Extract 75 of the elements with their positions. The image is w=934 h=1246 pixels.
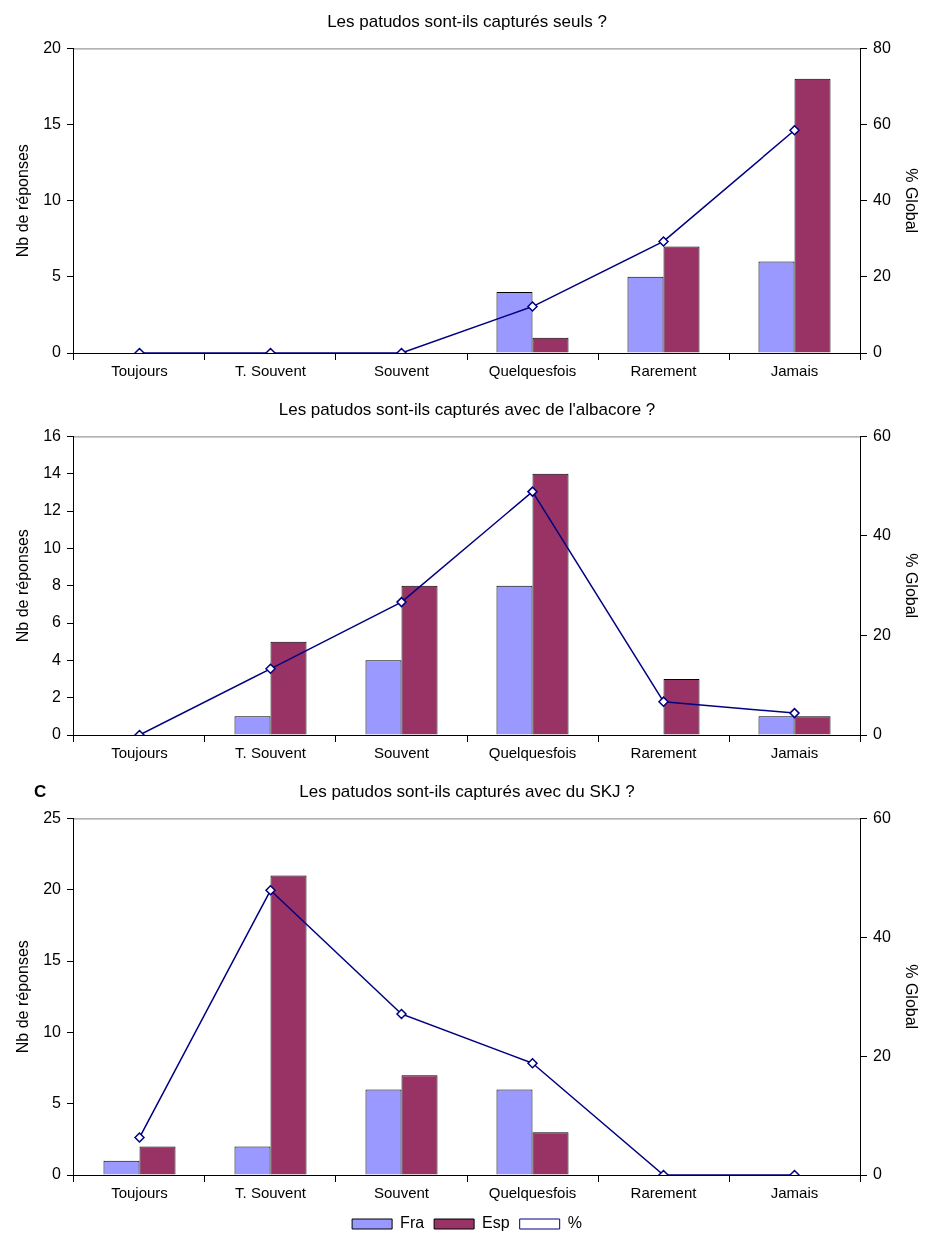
point <box>265 663 276 675</box>
point <box>527 1058 538 1069</box>
chart-title: Les patudos sont-ils capturés avec de l'albacore ? <box>278 399 656 419</box>
y-tick-label: 0 <box>52 725 62 743</box>
y-tick-label: 2 <box>52 688 62 706</box>
x-tick-label: Toujours <box>111 1184 168 1202</box>
x-tick-label: Toujours <box>111 362 168 380</box>
y-tick-label: 25 <box>43 808 62 826</box>
y2-tick-label: 0 <box>873 1165 882 1183</box>
y-tick-label: 6 <box>52 613 62 631</box>
x-tick-label: Jamais <box>770 362 819 380</box>
y-tick-label: 4 <box>52 650 62 668</box>
legend-label: % <box>567 1214 582 1232</box>
point <box>396 596 407 608</box>
y2-tick-label: 60 <box>873 808 891 826</box>
y-tick-label: 10 <box>43 1022 62 1040</box>
y-tick-label: 0 <box>52 1165 62 1183</box>
point <box>658 696 669 707</box>
x-tick-label: Jamais <box>770 1184 819 1202</box>
y-tick-label: 15 <box>43 951 62 969</box>
x-tick-label: Rarement <box>630 1184 698 1202</box>
point <box>789 125 800 136</box>
y2-tick-label: 20 <box>873 1046 891 1064</box>
y2-axis-title: % Global <box>902 553 920 619</box>
x-tick-label: Souvent <box>373 362 430 380</box>
point <box>396 1008 407 1020</box>
y-tick-label: 10 <box>43 538 62 556</box>
y2-tick-label: 40 <box>873 526 891 544</box>
x-tick-label: Rarement <box>630 362 698 380</box>
point <box>134 1132 145 1143</box>
x-tick-label: Quelquesfois <box>488 744 577 762</box>
y2-tick-label: 60 <box>873 426 891 444</box>
y2-tick-label: 40 <box>873 191 891 209</box>
y-tick-label: 0 <box>52 343 62 361</box>
chart-title: Les patudos sont-ils capturés seuls ? <box>327 11 607 31</box>
point <box>527 486 538 497</box>
y-tick-label: 14 <box>43 464 62 482</box>
y2-tick-label: 20 <box>873 625 891 643</box>
x-tick-label: T. Souvent <box>235 1184 307 1202</box>
x-tick-label: Toujours <box>111 744 168 762</box>
y-tick-label: 5 <box>52 267 62 285</box>
y2-tick-label: 80 <box>873 38 891 56</box>
y2-tick-label: 20 <box>873 267 891 285</box>
y-tick-label: 20 <box>43 880 62 898</box>
x-tick-label: Jamais <box>770 744 819 762</box>
y-axis-title: Nb de réponses <box>14 529 32 643</box>
chart-title: Les patudos sont-ils capturés avec du SKJ ? <box>299 781 635 801</box>
y-tick-label: 12 <box>43 501 62 519</box>
y2-tick-label: 40 <box>873 927 891 945</box>
y2-tick-label: 60 <box>873 114 891 132</box>
x-tick-label: Souvent <box>373 1184 430 1202</box>
point <box>789 707 800 719</box>
point <box>658 236 669 247</box>
text: C <box>34 781 47 801</box>
x-tick-label: T. Souvent <box>235 362 307 380</box>
y-axis-title: Nb de réponses <box>14 940 32 1054</box>
x-tick-label: T. Souvent <box>235 744 307 762</box>
y-tick-label: 8 <box>52 576 62 594</box>
x-tick-label: Quelquesfois <box>488 362 577 380</box>
y-tick-label: 5 <box>52 1094 62 1112</box>
y2-tick-label: 0 <box>873 343 882 361</box>
legend-label: Fra <box>400 1214 425 1232</box>
y2-axis-title: % Global <box>902 964 920 1030</box>
y2-axis-title: % Global <box>902 168 920 234</box>
x-tick-label: Souvent <box>373 744 430 762</box>
y-tick-label: 15 <box>43 114 62 132</box>
y2-tick-label: 0 <box>873 725 882 743</box>
y-tick-label: 10 <box>43 191 62 209</box>
y-tick-label: 16 <box>43 426 62 444</box>
legend-label: Esp <box>482 1214 510 1232</box>
y-axis-title: Nb de réponses <box>14 144 32 258</box>
point <box>265 885 276 896</box>
x-tick-label: Quelquesfois <box>488 1184 577 1202</box>
y-tick-label: 20 <box>43 38 62 56</box>
x-tick-label: Rarement <box>630 744 698 762</box>
